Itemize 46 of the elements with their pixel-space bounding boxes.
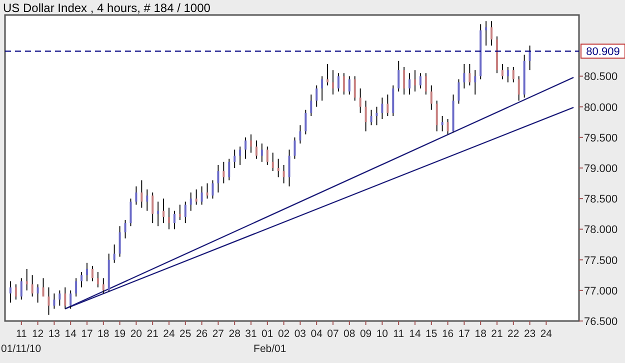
x-tick-label: 16 <box>442 328 454 340</box>
x-tick-label: 01 <box>262 328 274 340</box>
y-tick-label: 77.000 <box>584 285 618 298</box>
x-tick-label: 17 <box>81 328 93 340</box>
x-tick-label: 18 <box>98 328 110 340</box>
y-tick-label: 78.500 <box>584 194 618 206</box>
x-tick-label: 24 <box>163 328 175 340</box>
x-tick-label: 12 <box>32 328 44 340</box>
text: Feb/01 <box>254 343 286 355</box>
y-tick-label: 80.500 <box>584 71 618 84</box>
x-tick-label: 19 <box>114 328 126 340</box>
x-tick-label: 23 <box>524 328 536 340</box>
y-tick-label: 77.500 <box>584 254 618 267</box>
x-tick-label: 27 <box>212 328 224 340</box>
x-tick-label: 09 <box>360 328 372 340</box>
x-tick-label: 14 <box>64 328 77 340</box>
chart-title: US Dollar Index , 4 hours, # 184 / 1000 <box>3 1 211 15</box>
y-tick-label: 80.000 <box>584 102 618 114</box>
x-tick-label: 21 <box>491 328 503 340</box>
x-tick-label: 10 <box>376 328 388 340</box>
ref-line-label: 80.909 <box>586 46 620 58</box>
x-tick-label: 28 <box>228 328 241 340</box>
x-tick-label: 13 <box>48 328 60 340</box>
text: 01/11/10 <box>1 343 42 355</box>
x-tick-label: 20 <box>130 328 142 340</box>
x-tick-label: 31 <box>245 328 257 340</box>
x-tick-label: 17 <box>458 328 470 340</box>
x-tick-label: 14 <box>409 328 421 340</box>
x-tick-label: 11 <box>393 328 404 340</box>
x-tick-label: 11 <box>16 328 28 340</box>
y-tick-label: 78.000 <box>584 224 618 236</box>
x-tick-label: 25 <box>180 328 192 340</box>
x-tick-label: 18 <box>474 328 487 340</box>
x-tick-label: 04 <box>310 328 323 340</box>
x-tick-label: 21 <box>146 328 159 340</box>
x-tick-label: 24 <box>540 328 552 340</box>
x-tick-label: 08 <box>344 328 356 340</box>
x-tick-label: 03 <box>294 328 306 340</box>
x-tick-label: 07 <box>327 328 339 340</box>
x-tick-label: 02 <box>278 328 290 340</box>
x-tick-label: 15 <box>426 328 438 340</box>
x-tick-label: 26 <box>196 328 208 340</box>
y-tick-label: 79.000 <box>584 163 618 175</box>
y-tick-label: 76.500 <box>584 316 618 328</box>
x-tick-label: 22 <box>508 328 520 340</box>
y-tick-label: 79.500 <box>584 132 618 144</box>
